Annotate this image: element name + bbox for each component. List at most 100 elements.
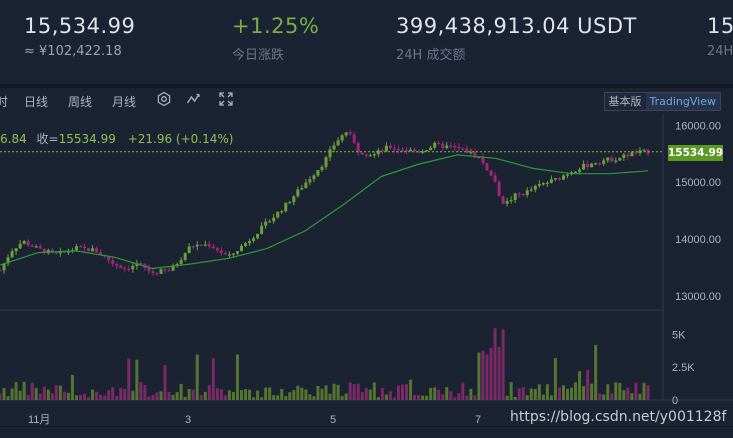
candle-body [509,200,513,202]
volume-bar [364,387,368,400]
volume-bar [405,384,409,400]
candle-body [513,193,517,201]
candle-body [340,135,344,141]
candle-body [66,251,70,253]
volume-bar [264,387,268,400]
candle-body [171,265,175,271]
volume-bar [74,395,78,400]
volume-bar [388,391,392,400]
candle-body [248,241,252,244]
candle-body [372,154,376,156]
candle-body [493,175,497,182]
volume-bar [155,392,159,400]
interval-month-button[interactable]: 月线 [112,95,137,109]
interval-day-button[interactable]: 日线 [24,95,49,109]
volume-bar [46,389,50,400]
volume-bar [296,385,300,400]
volume-bar [622,390,626,400]
volume-bar [501,329,505,400]
volume-bar [14,382,18,400]
volume-bar [256,390,260,400]
candle-body [151,271,155,274]
candle-body [521,194,525,196]
volume-bar [195,354,199,400]
volume-bar [594,344,598,400]
change-label: 今日涨跌 [232,48,285,63]
price-axis-tick: 16000.00 [675,120,721,132]
candle-body [505,201,509,204]
volume-bar [22,381,26,400]
settings-icon[interactable] [156,91,172,111]
candle-body [445,145,449,149]
time-axis-label: 11月 [28,414,50,426]
volume-bar [91,389,95,400]
candle-body [272,217,276,222]
candle-body [352,134,356,143]
candle-body [582,163,586,170]
volume-bar [485,354,489,400]
fullscreen-icon[interactable] [218,91,234,111]
candle-body [529,189,533,191]
candle-body [433,142,437,148]
candle-body [396,148,400,151]
partial-stat-label: 24H [707,44,733,59]
candle-body [34,246,38,248]
volume-bar [38,393,42,400]
candle-body [388,145,392,149]
volume-bar [191,389,195,400]
volume-bar [159,391,163,400]
candle-body [630,152,634,157]
volume-bar [227,390,231,400]
volume-bar [187,388,191,400]
volume-bar [99,394,103,400]
volume-bar [525,395,529,400]
volume-bar [10,388,14,400]
volume-bar [175,392,179,400]
candle-body [626,154,630,157]
candle-body [348,132,352,135]
tradingview-mode-button[interactable]: TradingView [645,93,720,110]
volume-bar [54,385,58,400]
candle-body [409,149,413,152]
candle-body [461,148,465,150]
candle-body [574,171,578,174]
interval-hour-button[interactable]: 时 [0,95,9,109]
volume-bar [449,391,453,400]
candle-body [300,188,304,190]
volume-bar [135,359,139,400]
volume-bar [352,384,356,400]
legend-cut-value: 6.84 [0,132,27,146]
candle-body [54,251,58,254]
volume-bar [320,388,324,400]
chart-area[interactable]: 16000.00 15000.00 14000.00 13000.00 5K 2.5K 0 1… [0,114,733,438]
candle-body [356,142,360,153]
candle-body [46,249,50,254]
volume-bar [533,388,537,400]
candle-body [489,170,493,176]
volume-bar [545,384,549,400]
basic-mode-button[interactable]: 基本版 [604,93,646,110]
volume-bar [582,386,586,400]
candle-body [304,182,308,189]
volume-bar [127,358,131,400]
volume-bar [437,389,441,400]
candle-body [175,263,179,266]
candlestick-chart[interactable]: 16000.00 15000.00 14000.00 13000.00 5K 2.5K 0 1… [0,114,733,438]
candle-body [405,150,409,152]
candle-body [159,269,163,274]
interval-week-button[interactable]: 周线 [68,95,93,109]
candle-body [336,140,340,146]
candle-body [642,149,646,151]
volume-bar [34,387,38,400]
candle-body [453,145,457,148]
volume-bar [58,385,62,400]
candle-body [155,273,159,275]
volume-bar [119,387,123,400]
candle-body [618,157,622,161]
candle-body [469,151,473,154]
indicator-icon[interactable] [186,91,202,111]
last-price-tag: 15534.99 [668,145,724,161]
candle-body [260,225,264,234]
volume-bar [360,392,364,400]
volume-bar [284,396,288,400]
